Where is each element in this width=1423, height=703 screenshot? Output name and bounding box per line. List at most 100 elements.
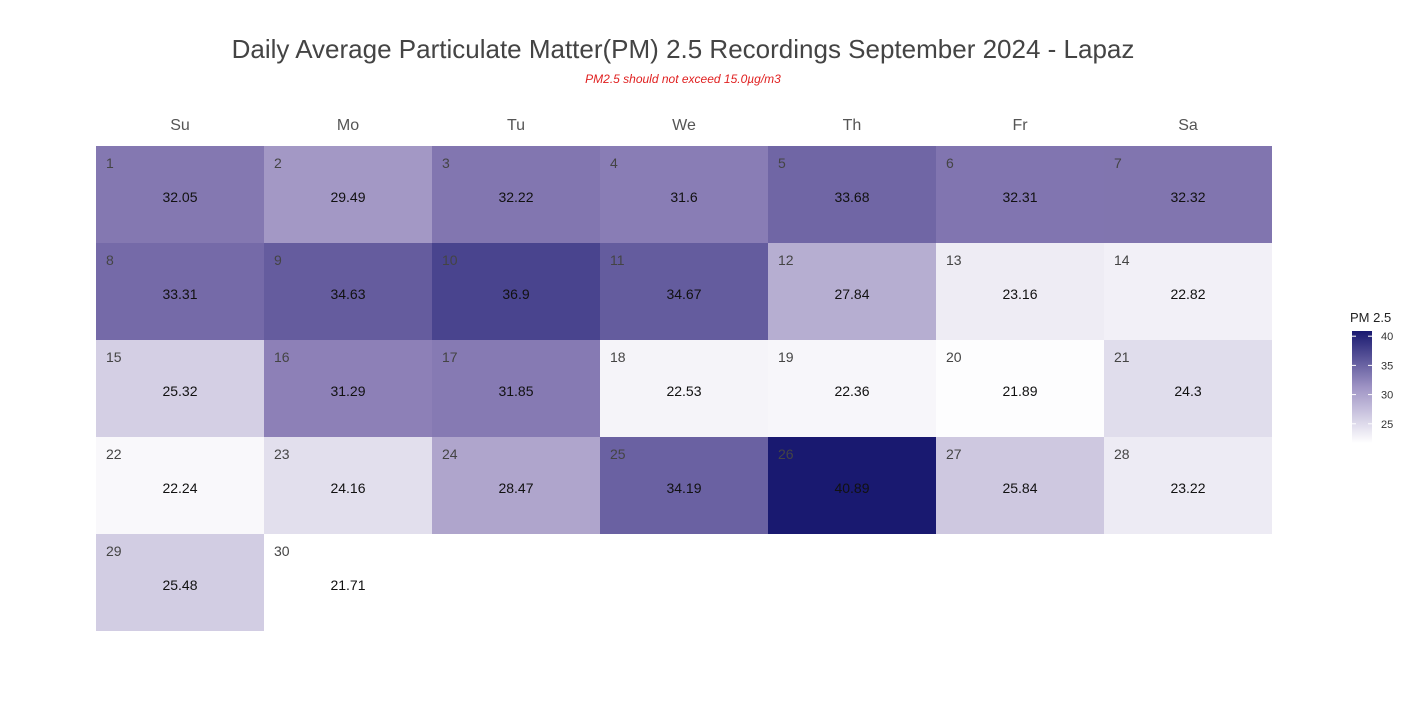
calendar-cell-fill: [264, 437, 432, 534]
calendar-cell-fill: [600, 340, 768, 437]
calendar-cell: 431.6: [600, 146, 768, 243]
calendar-cell: 22 22.24: [96, 437, 264, 534]
day-value-label: 25.84: [1002, 480, 1037, 496]
day-number: 2: [274, 155, 282, 171]
calendar-cell: 14 22.82: [1104, 243, 1272, 340]
legend-tick-label: 40: [1381, 331, 1393, 343]
calendar-cell-fill: [768, 243, 936, 340]
weekday-label-su: Su: [170, 117, 190, 134]
weekday-label-we: We: [672, 117, 696, 134]
calendar-cell: 19 22.36: [768, 340, 936, 437]
weekday-label-sa: Sa: [1178, 117, 1198, 134]
weekday-label-mo: Mo: [337, 117, 359, 134]
day-number: 19: [778, 349, 794, 365]
day-value-label: 24.16: [330, 480, 365, 496]
day-number: 9: [274, 252, 282, 268]
day-value-label: 21.89: [1002, 383, 1037, 399]
day-value-label: 34.63: [330, 286, 365, 302]
day-value-label: 32.22: [498, 189, 533, 205]
day-number: 11: [610, 252, 625, 268]
calendar-cell-fill: [600, 243, 768, 340]
calendar-cell-fill: [264, 243, 432, 340]
calendar-cell-fill: [1104, 340, 1272, 437]
calendar-cell: 18 22.53: [600, 340, 768, 437]
calendar-cell: 15 25.32: [96, 340, 264, 437]
calendar-cell-fill: [768, 437, 936, 534]
calendar-cell: 934.63: [264, 243, 432, 340]
legend-title: PM 2.5: [1350, 310, 1391, 325]
calendar-cell-fill: [96, 437, 264, 534]
legend-ticks: 40 35 30 25: [1352, 331, 1393, 431]
legend-tick-label: 25: [1381, 419, 1393, 431]
calendar-cell: 28 23.22: [1104, 437, 1272, 534]
weekday-label-fr: Fr: [1012, 117, 1028, 134]
calendar-cell: 20 21.89: [936, 340, 1104, 437]
calendar-cell: 24 28.47: [432, 437, 600, 534]
calendar-cell: 16 31.29: [264, 340, 432, 437]
day-value-label: 27.84: [834, 286, 869, 302]
day-number: 24: [442, 446, 458, 462]
day-value-label: 33.68: [834, 189, 869, 205]
day-value-label: 40.89: [834, 480, 869, 496]
calendar-cell: 10 36.9: [432, 243, 600, 340]
calendar-cell-fill: [432, 340, 600, 437]
legend-tick-label: 35: [1381, 360, 1393, 372]
calendar-cell-fill: [96, 243, 264, 340]
day-number: 26: [778, 446, 794, 462]
weekday-headers: Su Mo Tu We Th Fr Sa: [170, 117, 1198, 134]
calendar-cell-fill: [96, 146, 264, 243]
calendar-cell: 833.31: [96, 243, 264, 340]
day-number: 7: [1114, 155, 1122, 171]
day-number: 8: [106, 252, 114, 268]
day-value-label: 22.82: [1170, 286, 1205, 302]
day-value-label: 23.16: [1002, 286, 1037, 302]
day-value-label: 22.36: [834, 383, 869, 399]
day-number: 16: [274, 349, 290, 365]
day-number: 1: [106, 155, 114, 171]
day-number: 30: [274, 543, 290, 559]
calendar-cell-fill: [432, 146, 600, 243]
calendar-cell-fill: [264, 340, 432, 437]
day-number: 28: [1114, 446, 1130, 462]
calendar-cell: 11 34.67: [600, 243, 768, 340]
calendar-cell: 23 24.16: [264, 437, 432, 534]
calendar-cell-fill: [1104, 243, 1272, 340]
calendar-cell: 229.49: [264, 146, 432, 243]
legend-tick-label: 30: [1381, 390, 1393, 402]
day-number: 6: [946, 155, 954, 171]
color-legend: PM 2.5 40 35 30 25: [1350, 310, 1393, 443]
calendar-cell-fill: [96, 534, 264, 631]
calendar-cell-fill: [432, 437, 600, 534]
calendar-cell-fill: [600, 146, 768, 243]
day-number: 27: [946, 446, 962, 462]
weekday-label-tu: Tu: [507, 117, 525, 134]
calendar-cell: 732.32: [1104, 146, 1272, 243]
calendar-cell: 13 23.16: [936, 243, 1104, 340]
legend-colorbar: [1352, 331, 1372, 443]
day-number: 3: [442, 155, 450, 171]
day-value-label: 33.31: [162, 286, 197, 302]
chart-title: Daily Average Particulate Matter(PM) 2.5…: [232, 34, 1135, 64]
day-number: 29: [106, 543, 122, 559]
calendar-cell: 25 34.19: [600, 437, 768, 534]
day-value-label: 36.9: [502, 286, 529, 302]
day-value-label: 29.49: [330, 189, 365, 205]
day-number: 4: [610, 155, 618, 171]
calendar-cell: 533.68: [768, 146, 936, 243]
day-value-label: 34.67: [666, 286, 701, 302]
day-number: 21: [1114, 349, 1130, 365]
calendar-cell-fill: [432, 243, 600, 340]
calendar-cell-fill: [264, 146, 432, 243]
day-value-label: 32.31: [1002, 189, 1037, 205]
day-value-label: 31.85: [498, 383, 533, 399]
calendar-cell: 29 25.48: [96, 534, 264, 631]
calendar-cell: 632.31: [936, 146, 1104, 243]
calendar-cell: 27 25.84: [936, 437, 1104, 534]
calendar-cell-fill: [768, 340, 936, 437]
calendar-cell-fill: [600, 437, 768, 534]
day-number: 13: [946, 252, 962, 268]
day-number: 12: [778, 252, 794, 268]
calendar-grid: 132.05229.49332.22431.6533.68632.31732.3…: [96, 146, 1272, 631]
day-value-label: 32.32: [1170, 189, 1205, 205]
